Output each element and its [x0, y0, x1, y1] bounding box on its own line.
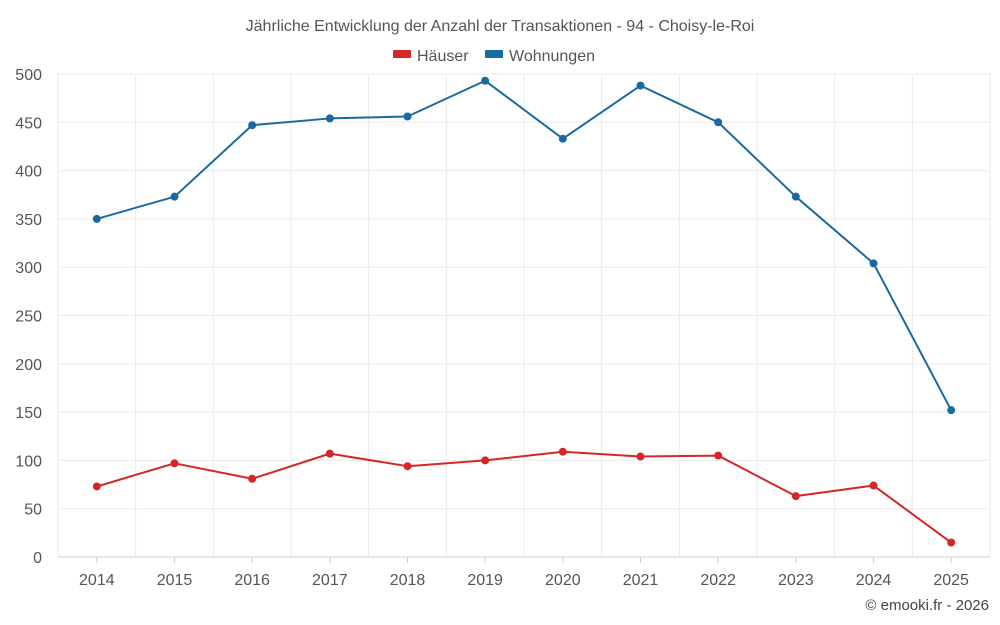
data-point-wohnungen-2016[interactable]	[248, 121, 257, 130]
legend-swatch-wohnungen	[485, 50, 503, 58]
legend: Häuser Wohnungen	[393, 48, 595, 65]
data-point-hauser-2023[interactable]	[791, 492, 800, 501]
chart-title: Jährliche Entwicklung der Anzahl der Tra…	[246, 18, 755, 35]
data-point-wohnungen-2019[interactable]	[481, 76, 490, 85]
data-point-hauser-2022[interactable]	[714, 451, 723, 460]
data-point-hauser-2017[interactable]	[325, 449, 334, 458]
data-point-wohnungen-2017[interactable]	[325, 114, 334, 123]
data-point-hauser-2018[interactable]	[403, 462, 412, 471]
y-tick-label: 150	[15, 405, 42, 422]
y-tick-label: 100	[15, 453, 42, 470]
x-tick-label: 2023	[778, 572, 814, 589]
x-tick-label: 2016	[234, 572, 270, 589]
axes: 0 50 100 150 200 250 300 350 400 450 500 2014 2015 20…	[15, 67, 990, 589]
x-tick-label: 2020	[545, 572, 581, 589]
data-point-hauser-2021[interactable]	[636, 452, 645, 461]
data-point-wohnungen-2015[interactable]	[170, 192, 179, 201]
x-tick-label: 2024	[856, 572, 892, 589]
data-point-wohnungen-2021[interactable]	[636, 81, 645, 90]
legend-item-wohnungen[interactable]: Wohnungen	[485, 48, 595, 65]
series	[92, 76, 956, 547]
y-tick-label: 450	[15, 115, 42, 132]
data-point-hauser-2019[interactable]	[481, 456, 490, 465]
x-tick-label: 2025	[933, 572, 969, 589]
grid	[57, 73, 991, 558]
legend-label-hauser: Häuser	[417, 48, 469, 65]
data-point-hauser-2014[interactable]	[92, 482, 101, 491]
data-point-wohnungen-2024[interactable]	[869, 259, 878, 268]
series-wohnungen	[92, 76, 956, 415]
y-tick-label: 400	[15, 164, 42, 181]
x-tick-label: 2021	[623, 572, 659, 589]
legend-item-hauser[interactable]: Häuser	[393, 48, 469, 65]
series-line-wohnungen	[96, 79, 953, 411]
y-tick-label: 50	[24, 502, 42, 519]
data-point-wohnungen-2025[interactable]	[947, 406, 956, 415]
data-point-wohnungen-2022[interactable]	[714, 118, 723, 127]
data-point-wohnungen-2018[interactable]	[403, 112, 412, 121]
credit-text: © emooki.fr - 2026	[865, 597, 989, 614]
x-tick-label: 2022	[700, 572, 736, 589]
x-tick-label: 2015	[157, 572, 193, 589]
series-hauser	[92, 447, 956, 547]
x-tick-label: 2019	[467, 572, 503, 589]
y-tick-label: 250	[15, 309, 42, 326]
x-tick-label: 2017	[312, 572, 348, 589]
y-tick-label: 200	[15, 357, 42, 374]
data-point-hauser-2020[interactable]	[558, 447, 567, 456]
data-point-wohnungen-2023[interactable]	[791, 192, 800, 201]
y-tick-label: 300	[15, 260, 42, 277]
x-tick-label: 2014	[79, 572, 115, 589]
legend-swatch-hauser	[393, 50, 411, 58]
data-point-hauser-2024[interactable]	[869, 481, 878, 490]
data-point-wohnungen-2014[interactable]	[92, 214, 101, 223]
series-line-hauser	[96, 450, 952, 544]
x-tick-label: 2018	[390, 572, 426, 589]
data-point-wohnungen-2020[interactable]	[558, 134, 567, 143]
y-tick-label: 0	[33, 550, 42, 567]
data-point-hauser-2025[interactable]	[947, 538, 956, 547]
y-tick-label: 500	[15, 67, 42, 84]
data-point-hauser-2015[interactable]	[170, 459, 179, 468]
y-tick-label: 350	[15, 212, 42, 229]
data-point-hauser-2016[interactable]	[248, 474, 257, 483]
legend-label-wohnungen: Wohnungen	[509, 48, 595, 65]
